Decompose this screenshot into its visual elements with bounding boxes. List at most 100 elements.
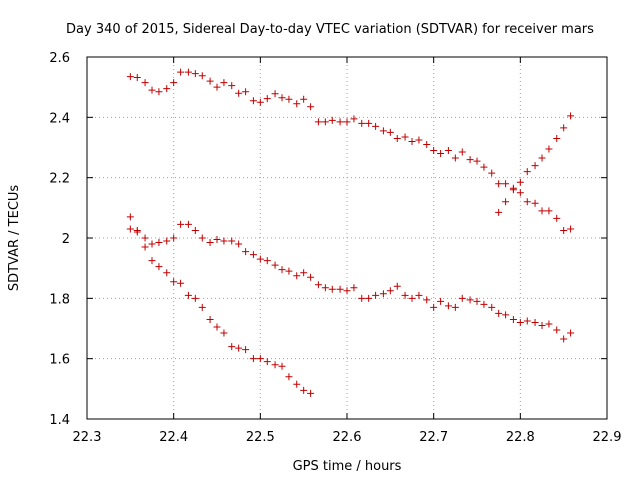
y-tick-label: 2.4 bbox=[49, 111, 70, 126]
data-point bbox=[553, 326, 561, 334]
data-point bbox=[133, 74, 141, 82]
data-point bbox=[213, 236, 221, 244]
data-point bbox=[256, 98, 264, 106]
data-point bbox=[228, 237, 236, 245]
data-point bbox=[502, 198, 510, 206]
y-tick-label: 2 bbox=[62, 232, 70, 247]
data-point bbox=[321, 284, 329, 292]
data-point bbox=[235, 240, 243, 248]
data-point bbox=[126, 213, 134, 221]
data-point bbox=[191, 226, 199, 234]
data-point bbox=[328, 116, 336, 124]
grid bbox=[87, 57, 607, 419]
x-tick-label: 22.4 bbox=[159, 430, 188, 445]
data-point bbox=[401, 291, 409, 299]
x-tick-label: 22.6 bbox=[333, 430, 362, 445]
data-point bbox=[314, 118, 322, 126]
x-axis-label: GPS time / hours bbox=[293, 459, 402, 474]
data-point bbox=[314, 281, 322, 289]
x-tick-label: 22.9 bbox=[593, 430, 622, 445]
x-tick-label: 22.8 bbox=[506, 430, 535, 445]
data-point bbox=[278, 362, 286, 370]
data-point bbox=[358, 294, 366, 302]
data-point bbox=[163, 269, 171, 277]
data-point bbox=[488, 169, 496, 177]
data-point bbox=[184, 68, 192, 76]
data-point bbox=[278, 94, 286, 102]
data-point bbox=[560, 335, 568, 343]
data-point bbox=[437, 150, 445, 158]
data-point bbox=[523, 317, 531, 325]
y-tick-label: 2.2 bbox=[49, 172, 70, 187]
data-point bbox=[451, 154, 459, 162]
data-point bbox=[560, 124, 568, 132]
data-point bbox=[372, 291, 380, 299]
data-point bbox=[567, 112, 575, 120]
data-point bbox=[488, 303, 496, 311]
data-point bbox=[293, 380, 301, 388]
data-point bbox=[235, 89, 243, 97]
x-tick-labels: 22.3 22.4 22.5 22.6 22.7 22.8 22.9 bbox=[73, 430, 622, 445]
data-point bbox=[235, 344, 243, 352]
data-point bbox=[242, 88, 250, 96]
data-point bbox=[163, 237, 171, 245]
data-point bbox=[141, 79, 149, 87]
data-point bbox=[343, 118, 351, 126]
data-point bbox=[538, 321, 546, 329]
data-point bbox=[365, 119, 373, 127]
data-point bbox=[480, 300, 488, 308]
y-axis-label: SDTVAR / TECUs bbox=[7, 185, 22, 292]
data-point bbox=[155, 263, 163, 271]
data-point bbox=[300, 269, 308, 277]
data-point bbox=[458, 294, 466, 302]
data-point bbox=[523, 168, 531, 176]
series-track-3 bbox=[126, 225, 315, 397]
data-point bbox=[509, 315, 517, 323]
data-point bbox=[141, 243, 149, 251]
data-point bbox=[263, 358, 271, 366]
data-point bbox=[242, 248, 250, 256]
data-point bbox=[408, 294, 416, 302]
y-tick-label: 1.8 bbox=[49, 292, 70, 307]
data-point bbox=[213, 323, 221, 331]
data-point bbox=[191, 294, 199, 302]
data-point bbox=[473, 297, 481, 305]
data-point bbox=[516, 318, 524, 326]
data-point bbox=[198, 303, 206, 311]
data-point bbox=[495, 208, 503, 216]
data-point bbox=[386, 287, 394, 295]
data-point bbox=[567, 329, 575, 337]
data-point bbox=[516, 178, 524, 186]
data-point bbox=[198, 72, 206, 80]
data-point bbox=[213, 83, 221, 91]
data-point bbox=[538, 207, 546, 215]
data-point bbox=[408, 137, 416, 145]
data-point bbox=[133, 226, 141, 234]
data-point bbox=[466, 156, 474, 164]
series-track-2 bbox=[126, 213, 575, 343]
data-point bbox=[545, 320, 553, 328]
data-point bbox=[415, 136, 423, 144]
data-point bbox=[263, 95, 271, 103]
data-point bbox=[198, 234, 206, 242]
data-point bbox=[242, 346, 250, 354]
data-point bbox=[256, 355, 264, 363]
data-point bbox=[480, 163, 488, 171]
data-point bbox=[293, 272, 301, 280]
data-point bbox=[285, 373, 293, 381]
series-track-4 bbox=[495, 112, 575, 216]
data-point bbox=[423, 296, 431, 304]
data-point bbox=[415, 291, 423, 299]
x-tick-label: 22.3 bbox=[73, 430, 102, 445]
data-point bbox=[560, 226, 568, 234]
data-point bbox=[437, 297, 445, 305]
data-point bbox=[177, 220, 185, 228]
data-point bbox=[466, 296, 474, 304]
data-point bbox=[228, 82, 236, 90]
data-point bbox=[307, 389, 315, 397]
data-point bbox=[300, 386, 308, 394]
data-point bbox=[285, 95, 293, 103]
data-point bbox=[350, 284, 358, 292]
data-point bbox=[163, 85, 171, 93]
data-point bbox=[177, 279, 185, 287]
